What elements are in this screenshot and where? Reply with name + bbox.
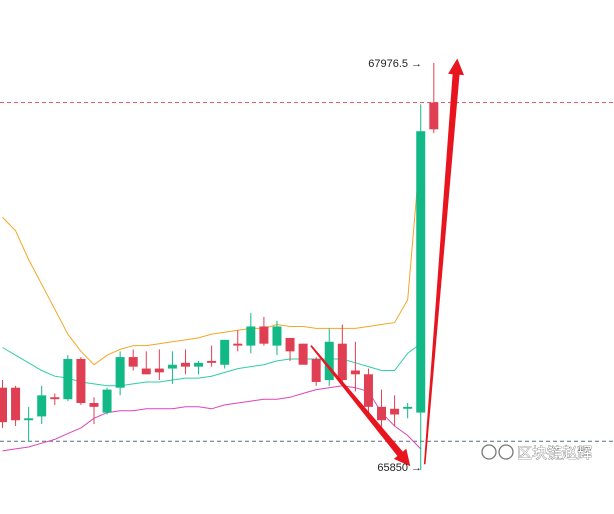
candle — [128, 349, 138, 371]
candle-body — [63, 358, 73, 400]
candle — [37, 385, 47, 425]
candle — [311, 357, 321, 386]
candle-body — [194, 362, 204, 367]
candle — [194, 360, 204, 375]
candle — [11, 385, 21, 426]
candle — [390, 395, 400, 426]
boll-upper-line — [2, 146, 422, 366]
price-lines — [0, 102, 614, 442]
candle — [324, 328, 334, 386]
candle-body — [115, 357, 125, 388]
watermark-logo-icon-inner — [498, 444, 514, 460]
candle — [246, 313, 256, 354]
candle-body — [298, 343, 308, 365]
candle-body — [337, 343, 347, 381]
candle — [63, 355, 73, 402]
annotation-arrows — [310, 58, 464, 467]
candle-body — [154, 368, 164, 373]
candle — [429, 63, 439, 134]
candle-body — [377, 406, 387, 421]
candle-body — [390, 408, 400, 415]
candle-body — [285, 337, 295, 352]
candle-body — [50, 397, 60, 400]
candle-body — [311, 358, 321, 382]
candle-body — [76, 358, 86, 404]
candle-body — [429, 102, 439, 130]
candle-body — [416, 131, 426, 413]
candle — [50, 393, 60, 405]
high-price-label: 67976.5 — [368, 58, 408, 70]
candle — [76, 357, 86, 405]
candle — [416, 104, 426, 470]
watermark-text: 区块链赵辉 — [517, 444, 592, 462]
candle — [141, 351, 151, 375]
candle — [350, 341, 360, 392]
candle-body — [233, 343, 243, 346]
candle — [180, 349, 190, 375]
candle-body — [37, 395, 47, 417]
down-arrow — [310, 345, 411, 467]
candle-body — [11, 387, 21, 421]
candle — [207, 345, 217, 367]
candle — [298, 343, 308, 365]
candle-body — [259, 326, 269, 344]
candle-body — [246, 326, 256, 346]
candle-body — [363, 374, 373, 407]
low-price-arrow: → — [411, 462, 422, 474]
candle — [154, 349, 164, 381]
candle-body — [207, 360, 217, 363]
candle — [272, 320, 282, 356]
candle-body — [0, 387, 7, 423]
candles — [0, 63, 439, 470]
watermark-logo-icon — [481, 444, 497, 460]
candle-body — [128, 357, 138, 367]
candle-body — [403, 406, 413, 409]
candle — [285, 337, 295, 361]
candle — [167, 351, 177, 384]
high-price-arrow: → — [411, 58, 422, 70]
candle — [0, 380, 7, 428]
candle — [115, 351, 125, 396]
boll-lower-line — [2, 385, 422, 452]
candle-body — [272, 326, 282, 346]
candle — [337, 324, 347, 382]
candle-body — [220, 339, 230, 365]
candle — [403, 403, 413, 419]
low-price-label: 65850 — [377, 462, 408, 474]
candle-body — [89, 403, 99, 407]
candle — [24, 406, 34, 442]
candle-body — [167, 364, 177, 369]
candle-body — [180, 362, 190, 367]
up-arrow — [423, 58, 464, 465]
candle — [220, 339, 230, 369]
candle — [363, 368, 373, 419]
candle-body — [24, 418, 34, 421]
candle — [233, 330, 243, 352]
candle-body — [141, 368, 151, 375]
price-labels: 67976.5 → 65850 → — [368, 58, 422, 474]
candle-body — [350, 370, 360, 375]
candle — [259, 316, 269, 346]
candle — [102, 387, 112, 415]
watermark: 区块链赵辉 — [481, 444, 592, 462]
candle-body — [102, 389, 112, 413]
candle-body — [324, 341, 334, 381]
candle — [89, 397, 99, 425]
